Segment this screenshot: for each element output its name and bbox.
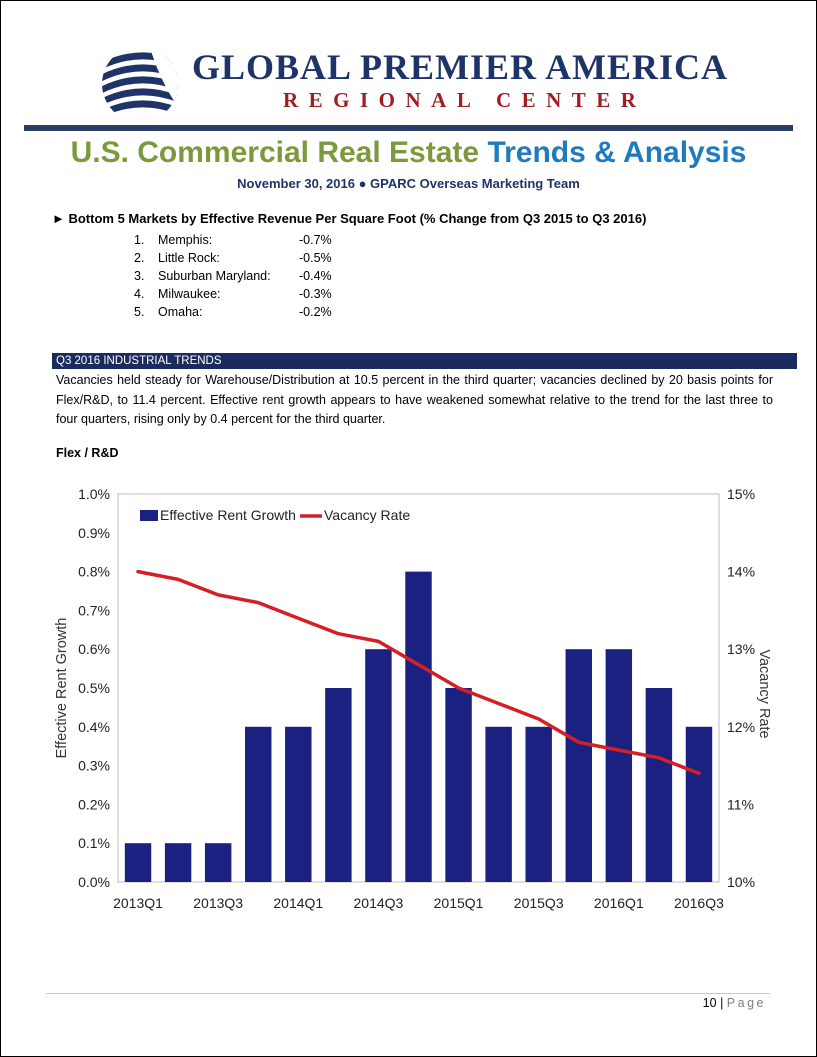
bottom-markets-list: 1. Memphis: -0.7% 2. Little Rock: -0.5% … [134,231,332,321]
bar [245,726,272,882]
bar [204,843,232,882]
list-item-number: 5. [134,305,145,319]
y2-tick-label: 13% [727,641,755,657]
list-item-name: Little Rock: [158,251,220,265]
vacancy-rate-line [136,569,701,776]
x-tick-label: 2016Q1 [594,895,644,911]
list-item: 1. Memphis: -0.7% [134,231,332,249]
y-tick-label: 0.1% [78,835,110,851]
page-number: 10 [702,996,717,1010]
y-tick-label: 0.7% [78,602,110,618]
y-tick-label: 0.6% [78,641,110,657]
y-tick-label: 0.2% [78,796,110,812]
bar [405,571,432,882]
list-item-name: Suburban Maryland: [158,269,271,283]
bar [685,726,713,882]
y-tick-label: 1.0% [78,486,110,502]
page-subtitle: November 30, 2016 ● GPARC Overseas Marke… [237,176,580,191]
title-part-1: U.S. Commercial Real Estate [70,136,480,169]
section-body: Vacancies held steady for Warehouse/Dist… [56,373,773,426]
bar [164,843,192,882]
y2-axis-title: Vacancy Rate [756,649,772,738]
legend-label-vacancy-rate: Vacancy Rate [324,507,410,523]
bar [325,688,352,882]
list-item-name: Memphis: [158,233,213,247]
header-divider [24,125,793,131]
list-item-value: -0.3% [299,287,332,301]
page-footer: 10 | Page [600,996,766,1010]
y-axis-title: Effective Rent Growth [54,618,70,759]
y-tick-label: 0.0% [78,874,110,890]
legend-label-rent-growth: Effective Rent Growth [160,507,296,523]
org-subtitle: REGIONAL CENTER [283,88,647,112]
list-item-number: 3. [134,269,145,283]
flex-rd-chart: 0.0% 0.1% 0.2% 0.3% 0.4% 0.5% 0.6% 0.7% 0.8% 0.9%… [54,486,772,911]
y2-tick-label: 15% [727,486,755,502]
list-item: 2. Little Rock: -0.5% [134,249,332,267]
list-item-value: -0.7% [299,233,332,247]
section-heading: Q3 2016 INDUSTRIAL TRENDS [52,353,797,369]
footer-divider [46,993,770,994]
x-tick-label: 2014Q3 [354,895,404,911]
list-item-name: Omaha: [158,305,203,319]
y-tick-label: 0.9% [78,525,110,541]
x-tick-label: 2013Q1 [113,895,163,911]
bar [485,726,512,882]
footer-separator: | [720,996,724,1010]
x-tick-label: 2013Q3 [193,895,243,911]
bar [525,726,552,882]
page-label: Page [726,996,766,1010]
legend-swatch-bar [140,510,158,521]
x-tick-label: 2016Q3 [674,895,724,911]
x-tick-label: 2015Q1 [434,895,484,911]
list-item: 3. Suburban Maryland: -0.4% [134,267,332,285]
x-tick-label: 2014Q1 [273,895,323,911]
bar [445,688,472,882]
bar [365,649,392,882]
chart-label: Flex / R&D [56,446,119,460]
letterhead: GLOBAL PREMIER AMERICA REGIONAL CENTER [0,0,817,131]
y2-tick-label: 10% [727,874,755,890]
bar [605,649,633,882]
list-item-number: 2. [134,251,145,265]
y2-tick-label: 14% [727,564,755,580]
list-item-name: Milwaukee: [158,287,221,301]
y-tick-label: 0.4% [78,719,110,735]
bar [124,843,152,882]
list-item-number: 1. [134,233,145,247]
title-part-2: Trends & Analysis [487,136,747,169]
bar [565,649,592,882]
bar [285,726,312,882]
y-tick-label: 0.3% [78,758,110,774]
org-name: GLOBAL PREMIER AMERICA [192,47,729,87]
y-tick-label: 0.8% [78,564,110,580]
list-item: 5. Omaha: -0.2% [134,303,332,321]
page-title: U.S. Commercial Real Estate Trends & Ana… [0,136,817,170]
list-item-number: 4. [134,287,145,301]
list-item-value: -0.2% [299,305,332,319]
bottom-markets-heading: ► Bottom 5 Markets by Effective Revenue … [52,211,647,226]
list-item-value: -0.4% [299,269,332,283]
bar [645,688,673,882]
y2-tick-label: 11% [727,796,754,812]
logo-globe-icon [102,46,178,122]
x-tick-label: 2015Q3 [514,895,564,911]
y2-tick-label: 12% [727,719,755,735]
list-item-value: -0.5% [299,251,332,265]
y-tick-label: 0.5% [78,680,110,696]
list-item: 4. Milwaukee: -0.3% [134,285,332,303]
